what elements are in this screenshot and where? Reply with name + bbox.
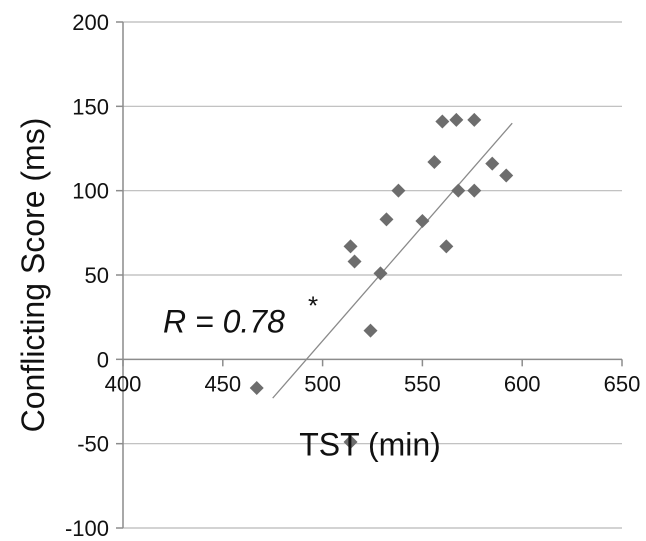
x-tick-label-1: 450 [204,371,241,396]
data-point-13 [451,183,466,198]
data-point-5 [373,266,388,281]
data-point-0 [249,381,264,396]
y-tick-label-1: -50 [77,432,109,457]
y-tick-label-6: 200 [72,10,109,35]
data-point-15 [467,183,482,198]
y-tick-label-5: 150 [72,94,109,119]
x-tick-label-0: 400 [105,371,142,396]
data-point-8 [415,214,430,229]
data-point-6 [379,212,394,227]
data-point-11 [439,239,454,254]
y-tick-label-2: 0 [97,347,109,372]
data-point-16 [485,156,500,171]
x-axis-label: TST (min) [299,427,441,463]
x-tick-label-3: 550 [404,371,441,396]
data-point-9 [427,154,442,169]
significance-star: * [308,291,318,321]
y-axis-label: Conflicting Score (ms) [15,118,51,433]
y-tick-label-4: 100 [72,179,109,204]
data-point-17 [499,168,514,183]
y-tick-label-0: -100 [65,516,109,541]
x-tick-label-4: 600 [504,371,541,396]
data-point-2 [347,254,362,269]
x-tick-label-2: 500 [304,371,341,396]
data-point-1 [343,239,358,254]
trend-line [272,122,513,399]
data-point-12 [449,112,464,127]
data-point-7 [391,183,406,198]
correlation-annotation: R = 0.78 [163,304,285,340]
data-point-10 [435,114,450,129]
data-point-3 [343,434,358,449]
x-tick-label-5: 650 [604,371,641,396]
y-tick-label-3: 50 [85,263,109,288]
data-point-14 [467,112,482,127]
data-point-4 [363,323,378,338]
